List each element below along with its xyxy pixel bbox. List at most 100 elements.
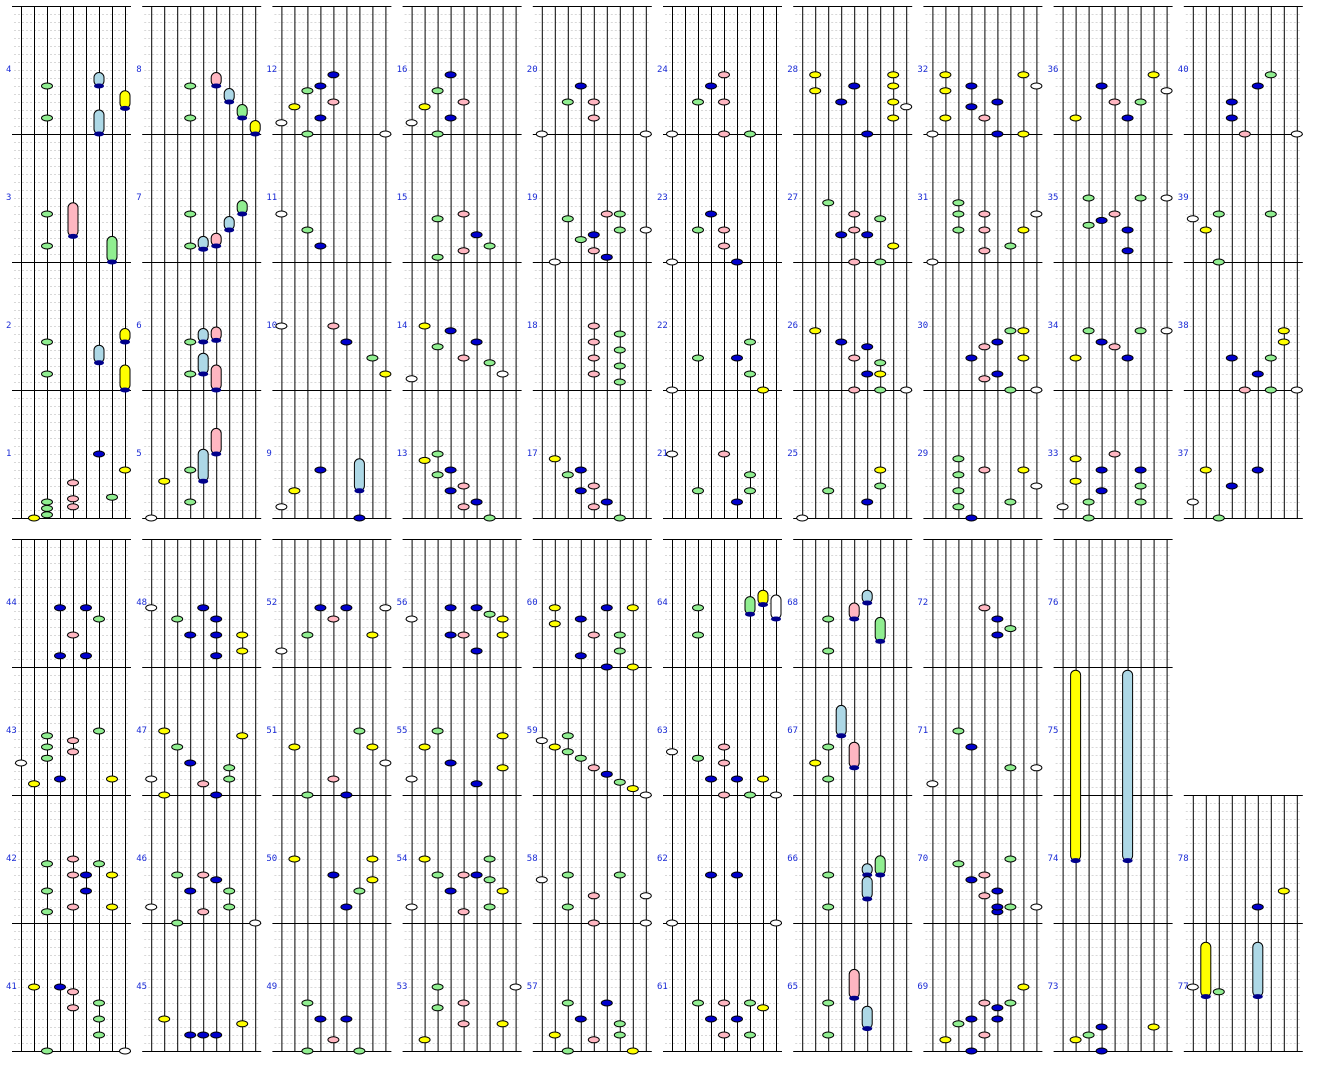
note xyxy=(301,87,314,95)
note xyxy=(848,226,861,234)
note xyxy=(106,493,118,501)
note xyxy=(54,983,66,991)
note xyxy=(210,652,223,660)
note xyxy=(457,999,470,1007)
note xyxy=(705,1015,717,1023)
note xyxy=(1134,327,1147,335)
long-note xyxy=(848,968,860,999)
measure-number: 22 xyxy=(657,321,668,331)
note xyxy=(1017,226,1030,234)
long-note xyxy=(210,364,222,391)
note xyxy=(1290,130,1303,138)
note xyxy=(1082,1031,1095,1039)
note xyxy=(561,1047,574,1055)
note xyxy=(822,647,835,655)
measure-number: 60 xyxy=(527,598,538,608)
note xyxy=(796,514,809,522)
note xyxy=(978,1031,991,1039)
note xyxy=(158,791,171,799)
note xyxy=(744,471,756,479)
note xyxy=(600,770,613,778)
measure-number: 25 xyxy=(787,449,798,459)
measure-number: 19 xyxy=(527,193,538,203)
note xyxy=(718,450,730,458)
measure-number: 75 xyxy=(1048,726,1059,736)
note xyxy=(874,386,887,394)
measure-number: 46 xyxy=(136,854,147,864)
note-cap xyxy=(875,638,886,644)
measure-number: 32 xyxy=(917,65,928,75)
note xyxy=(145,775,158,783)
note xyxy=(1147,1023,1160,1031)
note xyxy=(1056,503,1069,511)
note-cap xyxy=(94,360,104,366)
note xyxy=(314,82,327,90)
note xyxy=(692,631,704,639)
note xyxy=(496,631,509,639)
measure-number: 51 xyxy=(266,726,277,736)
note xyxy=(470,780,483,788)
note xyxy=(548,620,561,628)
measure-number: 27 xyxy=(787,193,798,203)
note xyxy=(666,258,678,266)
note xyxy=(952,226,965,234)
measure-number: 37 xyxy=(1178,449,1189,459)
note xyxy=(197,604,210,612)
note xyxy=(41,114,53,122)
note xyxy=(301,999,314,1007)
measure-number: 43 xyxy=(6,726,17,736)
note xyxy=(483,903,496,911)
note xyxy=(548,604,561,612)
note xyxy=(41,242,53,250)
long-note xyxy=(874,616,886,642)
note xyxy=(67,748,79,756)
measure-number: 20 xyxy=(527,65,538,75)
note xyxy=(457,98,470,106)
note xyxy=(822,743,835,751)
measure-number: 61 xyxy=(657,982,668,992)
note xyxy=(1121,226,1134,234)
note xyxy=(1069,455,1082,463)
note xyxy=(431,130,444,138)
measure-column: 1 2 3 4 xyxy=(6,6,131,522)
note xyxy=(80,652,92,660)
note xyxy=(1004,242,1017,250)
note xyxy=(692,999,704,1007)
note xyxy=(184,498,197,506)
note xyxy=(835,231,848,239)
note xyxy=(952,487,965,495)
note xyxy=(887,82,900,90)
note xyxy=(314,242,327,250)
note xyxy=(978,375,991,383)
note xyxy=(67,495,79,503)
note xyxy=(457,1020,470,1028)
measure-column: 73 74 75 76 xyxy=(1048,539,1173,1055)
note xyxy=(744,1031,756,1039)
note xyxy=(613,871,626,879)
note xyxy=(1212,210,1225,218)
measure-number: 64 xyxy=(657,598,668,608)
note xyxy=(887,98,900,106)
note xyxy=(1238,130,1251,138)
note xyxy=(861,343,874,351)
note xyxy=(106,775,118,783)
note xyxy=(978,210,991,218)
note xyxy=(366,631,379,639)
measure-number: 47 xyxy=(136,726,147,736)
note xyxy=(991,887,1004,895)
measure-number: 17 xyxy=(527,449,538,459)
note xyxy=(874,215,887,223)
note xyxy=(67,855,79,863)
long-note xyxy=(1200,941,1212,998)
note xyxy=(327,775,340,783)
note xyxy=(1017,327,1030,335)
long-note xyxy=(197,448,209,482)
note xyxy=(366,876,379,884)
note xyxy=(184,631,197,639)
note xyxy=(184,114,197,122)
note xyxy=(1017,354,1030,362)
measure-number: 8 xyxy=(136,65,141,75)
note xyxy=(457,354,470,362)
note xyxy=(952,503,965,511)
